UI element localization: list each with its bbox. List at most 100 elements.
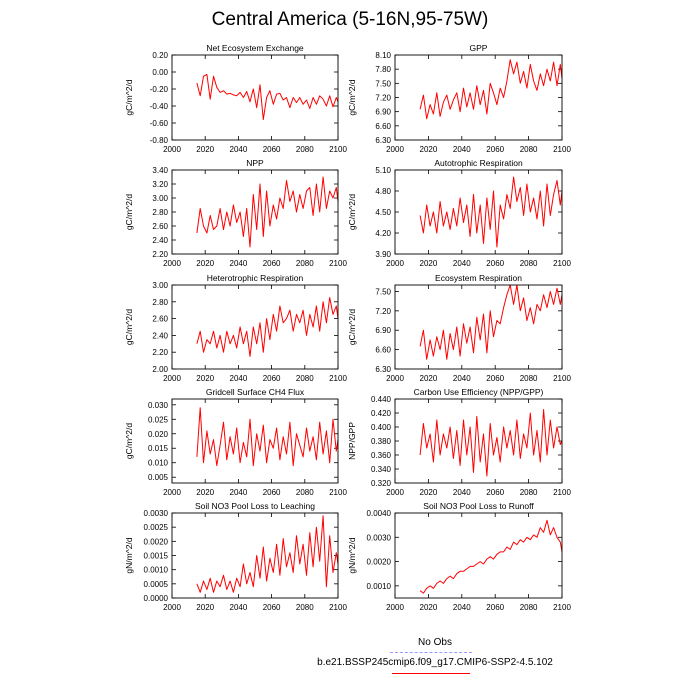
chart-title: GPP — [470, 43, 488, 53]
x-tick-label: 2040 — [453, 603, 471, 612]
x-tick-label: 2040 — [453, 259, 471, 268]
chart-title: Soil NO3 Pool Loss to Runoff — [423, 501, 534, 511]
series-line — [196, 515, 339, 593]
y-tick-label: 0.0020 — [144, 537, 169, 546]
series-line — [196, 407, 339, 467]
series-line — [419, 519, 563, 594]
y-tick-label: 3.00 — [152, 281, 168, 290]
chart-title: Ecosystem Respiration — [435, 273, 522, 283]
chart-title: Net Ecosystem Exchange — [206, 43, 304, 53]
y-tick-label: -0.60 — [150, 119, 169, 128]
x-tick-label: 2060 — [486, 259, 504, 268]
y-tick-label: 6.90 — [375, 108, 391, 117]
x-tick-label: 2000 — [163, 374, 181, 383]
x-tick-label: 2020 — [420, 488, 438, 497]
x-tick-label: 2100 — [329, 259, 347, 268]
x-tick-label: 2100 — [553, 603, 571, 612]
y-axis-label: gC/m^2/d — [124, 79, 134, 115]
y-tick-label: 0.0005 — [144, 580, 169, 589]
x-tick-label: 2040 — [230, 145, 248, 154]
x-tick-label: 2000 — [386, 145, 404, 154]
y-tick-label: 2.40 — [152, 236, 168, 245]
chart-title: Soil NO3 Pool Loss to Leaching — [195, 501, 315, 511]
plot-frame — [171, 54, 339, 141]
x-tick-label: 2060 — [486, 145, 504, 154]
y-tick-label: 4.50 — [375, 208, 391, 217]
y-axis-label: gC/m^2/d — [124, 309, 134, 345]
chart-title: Heterotrophic Respiration — [207, 273, 304, 283]
x-tick-label: 2000 — [386, 488, 404, 497]
x-tick-label: 2060 — [263, 145, 281, 154]
y-axis-label: gC/m^2/d — [124, 194, 134, 230]
y-tick-label: 0.400 — [371, 423, 392, 432]
x-tick-label: 2040 — [453, 145, 471, 154]
plot-frame — [394, 398, 563, 484]
y-tick-label: 0.020 — [148, 430, 169, 439]
x-tick-label: 2000 — [163, 488, 181, 497]
y-axis-label: gC/m^2/d — [124, 423, 134, 459]
x-tick-label: 2100 — [329, 603, 347, 612]
chart-panel-0: Net Ecosystem Exchange gC/m^2/d -0.80 -0.60… — [124, 43, 347, 154]
y-tick-label: 0.0015 — [144, 552, 169, 561]
series-line — [419, 59, 563, 120]
x-tick-label: 2020 — [196, 603, 214, 612]
y-tick-label: 7.20 — [375, 307, 391, 316]
y-axis-label: gN/m^2/d — [124, 537, 134, 573]
y-tick-label: 0.360 — [371, 451, 392, 460]
y-tick-label: 0.20 — [152, 51, 168, 60]
y-axis-label: gN/m^2/d — [347, 537, 357, 573]
y-tick-label: 0.0010 — [144, 566, 169, 575]
x-tick-label: 2080 — [520, 145, 538, 154]
chart-panel-9: Soil NO3 Pool Loss to Runoff gN/m^2/d 0.00… — [347, 501, 571, 612]
y-tick-label: 0.0025 — [144, 523, 169, 532]
x-tick-label: 2000 — [163, 603, 181, 612]
y-tick-label: 0.025 — [148, 415, 169, 424]
x-tick-label: 2080 — [520, 259, 538, 268]
y-tick-label: 2.80 — [152, 298, 168, 307]
series-line — [419, 284, 563, 360]
x-tick-label: 2100 — [553, 145, 571, 154]
x-tick-label: 2040 — [230, 488, 248, 497]
x-tick-label: 2060 — [263, 603, 281, 612]
y-tick-label: 6.90 — [375, 326, 391, 335]
y-tick-label: 0.0040 — [367, 509, 392, 518]
y-tick-label: 8.10 — [375, 51, 391, 60]
x-tick-label: 2080 — [520, 603, 538, 612]
y-tick-label: 2.20 — [152, 348, 168, 357]
y-tick-label: 0.0020 — [367, 558, 392, 567]
x-tick-label: 2000 — [386, 374, 404, 383]
x-tick-label: 2020 — [196, 145, 214, 154]
x-tick-label: 2060 — [486, 603, 504, 612]
plot-frame — [171, 512, 339, 599]
x-tick-label: 2100 — [329, 488, 347, 497]
x-tick-label: 2100 — [329, 145, 347, 154]
x-tick-label: 2040 — [230, 603, 248, 612]
y-tick-label: 5.10 — [375, 166, 391, 175]
x-tick-label: 2080 — [520, 488, 538, 497]
plot-frame — [394, 54, 563, 141]
y-tick-label: 4.80 — [375, 187, 391, 196]
x-tick-label: 2000 — [386, 603, 404, 612]
y-tick-label: 2.60 — [152, 315, 168, 324]
y-tick-label: 3.00 — [152, 194, 168, 203]
x-tick-label: 2100 — [553, 488, 571, 497]
x-tick-label: 2020 — [420, 145, 438, 154]
y-tick-label: 2.60 — [152, 222, 168, 231]
chart-title: Carbon Use Efficiency (NPP/GPP) — [414, 387, 544, 397]
x-tick-label: 2080 — [296, 374, 314, 383]
legend-case-label: b.e21.BSSP245cmip6.f09_g17.CMIP6-SSP2-4.… — [317, 657, 553, 668]
chart-panel-8: Soil NO3 Pool Loss to Leaching gN/m^2/d 0.… — [124, 501, 347, 612]
y-tick-label: 3.90 — [375, 250, 391, 259]
x-tick-label: 2080 — [296, 488, 314, 497]
y-axis-label: NPP/GPP — [347, 422, 357, 460]
x-tick-label: 2000 — [163, 259, 181, 268]
y-tick-label: 0.440 — [371, 395, 392, 404]
x-tick-label: 2100 — [553, 374, 571, 383]
plot-frame — [394, 169, 563, 255]
x-tick-label: 2080 — [296, 259, 314, 268]
series-line — [419, 176, 563, 248]
series-line — [196, 297, 339, 357]
x-tick-label: 2100 — [553, 259, 571, 268]
plot-frame — [171, 284, 339, 370]
